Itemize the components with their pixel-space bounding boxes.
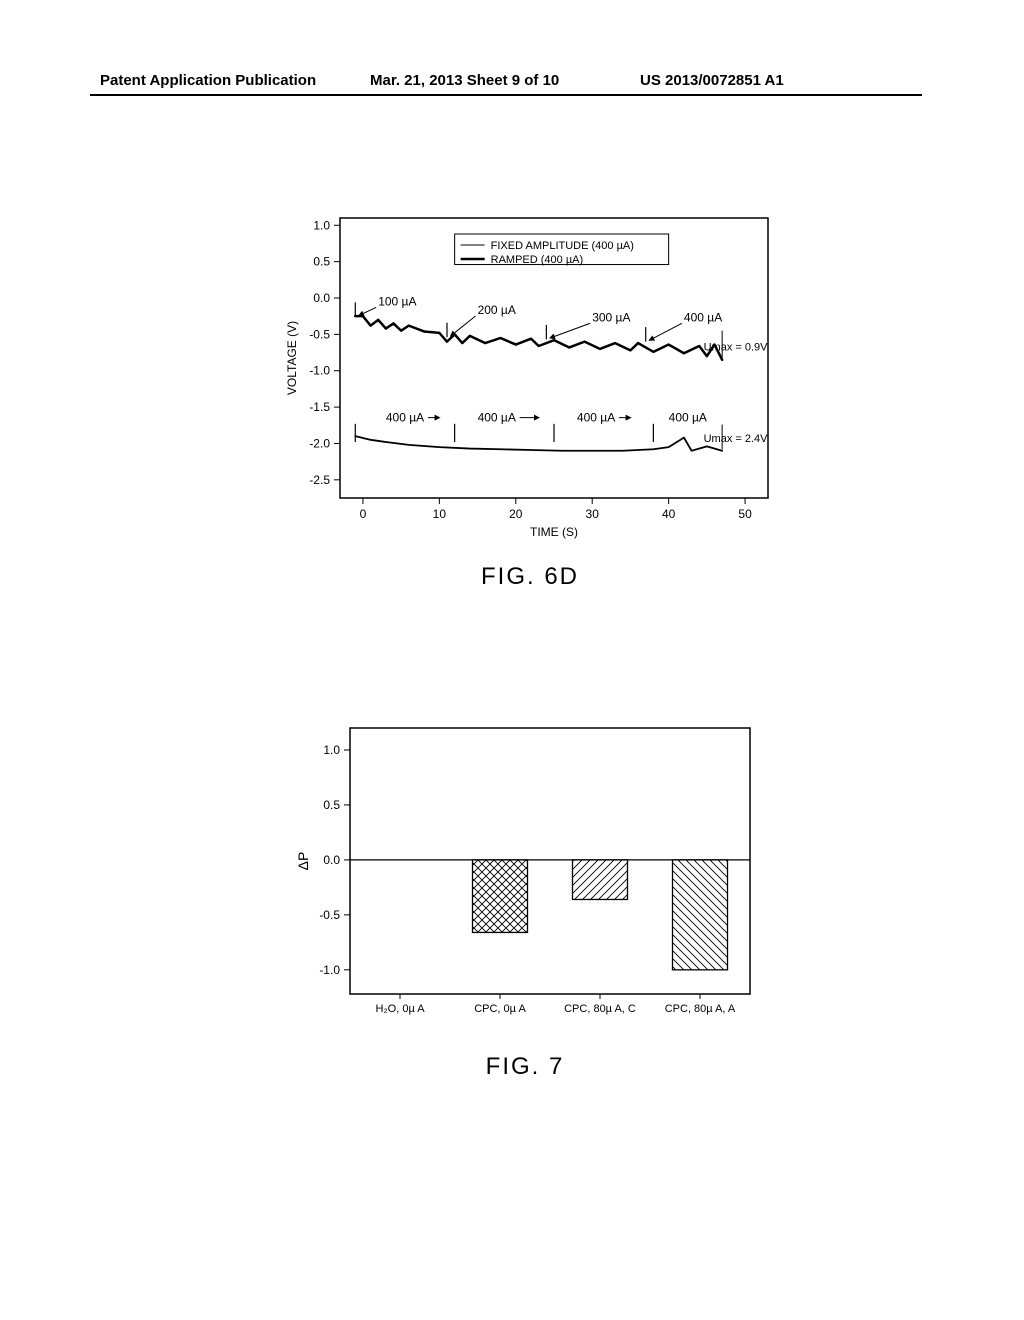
svg-text:1.0: 1.0 — [323, 743, 340, 757]
svg-text:VOLTAGE (V): VOLTAGE (V) — [285, 321, 299, 395]
svg-text:400 µA: 400 µA — [386, 411, 424, 425]
svg-text:-0.5: -0.5 — [309, 327, 330, 341]
svg-text:200 µA: 200 µA — [478, 303, 516, 317]
svg-text:FIXED AMPLITUDE (400 µA): FIXED AMPLITUDE (400 µA) — [491, 240, 634, 252]
svg-text:400 µA: 400 µA — [577, 411, 615, 425]
svg-text:-0.5: -0.5 — [319, 908, 340, 922]
header-divider — [90, 94, 922, 96]
svg-text:CPC, 80µ A, C: CPC, 80µ A, C — [564, 1003, 636, 1015]
svg-text:-1.5: -1.5 — [309, 400, 330, 414]
svg-text:40: 40 — [662, 507, 676, 521]
svg-text:-2.5: -2.5 — [309, 473, 330, 487]
svg-text:TIME (S): TIME (S) — [530, 525, 578, 539]
svg-text:H₂O, 0µ A: H₂O, 0µ A — [375, 1003, 425, 1015]
fig-7-caption: FIG. 7 — [290, 1053, 760, 1081]
svg-text:50: 50 — [738, 507, 752, 521]
svg-text:30: 30 — [586, 507, 600, 521]
header-center: Mar. 21, 2013 Sheet 9 of 10 — [370, 72, 559, 89]
header-right: US 2013/0072851 A1 — [640, 72, 784, 89]
fig-7-chart: -1.0 -0.5 0.0 0.5 1.0 ΔP H₂O, 0µ A CPC, 0µ A CPC… — [290, 720, 760, 1030]
svg-text:400 µA: 400 µA — [684, 310, 722, 324]
svg-text:100 µA: 100 µA — [378, 294, 416, 308]
svg-text:1.0: 1.0 — [313, 218, 330, 232]
svg-text:0.5: 0.5 — [313, 255, 330, 269]
svg-text:RAMPED (400 µA): RAMPED (400 µA) — [491, 254, 584, 266]
svg-text:0.0: 0.0 — [313, 291, 330, 305]
svg-text:400 µA: 400 µA — [669, 411, 707, 425]
svg-text:ΔP: ΔP — [295, 852, 311, 871]
svg-text:400 µA: 400 µA — [478, 411, 516, 425]
svg-text:20: 20 — [509, 507, 523, 521]
svg-text:CPC, 80µ A, A: CPC, 80µ A, A — [665, 1003, 736, 1015]
svg-text:-2.0: -2.0 — [309, 436, 330, 450]
header-left: Patent Application Publication — [100, 72, 316, 89]
svg-text:300 µA: 300 µA — [592, 310, 630, 324]
svg-text:0: 0 — [360, 507, 367, 521]
svg-text:Umax = 0.9V: Umax = 0.9V — [704, 341, 769, 353]
svg-text:10: 10 — [433, 507, 447, 521]
svg-text:Umax = 2.4V: Umax = 2.4V — [704, 433, 769, 445]
svg-text:-1.0: -1.0 — [309, 364, 330, 378]
svg-text:0.0: 0.0 — [323, 853, 340, 867]
svg-text:CPC, 0µ A: CPC, 0µ A — [474, 1003, 526, 1015]
fig-6d-caption: FIG. 6D — [280, 563, 780, 591]
fig-7: -1.0 -0.5 0.0 0.5 1.0 ΔP H₂O, 0µ A CPC, 0µ A CPC… — [290, 720, 760, 1100]
svg-text:-1.0: -1.0 — [319, 963, 340, 977]
fig-6d-chart: -2.5 -2.0 -1.5 -1.0 -0.5 0.0 0.5 1.0 0 10 20 30 40 50… — [280, 210, 780, 540]
fig-6d: -2.5 -2.0 -1.5 -1.0 -0.5 0.0 0.5 1.0 0 10 20 30 40 50… — [280, 210, 780, 590]
svg-text:0.5: 0.5 — [323, 798, 340, 812]
